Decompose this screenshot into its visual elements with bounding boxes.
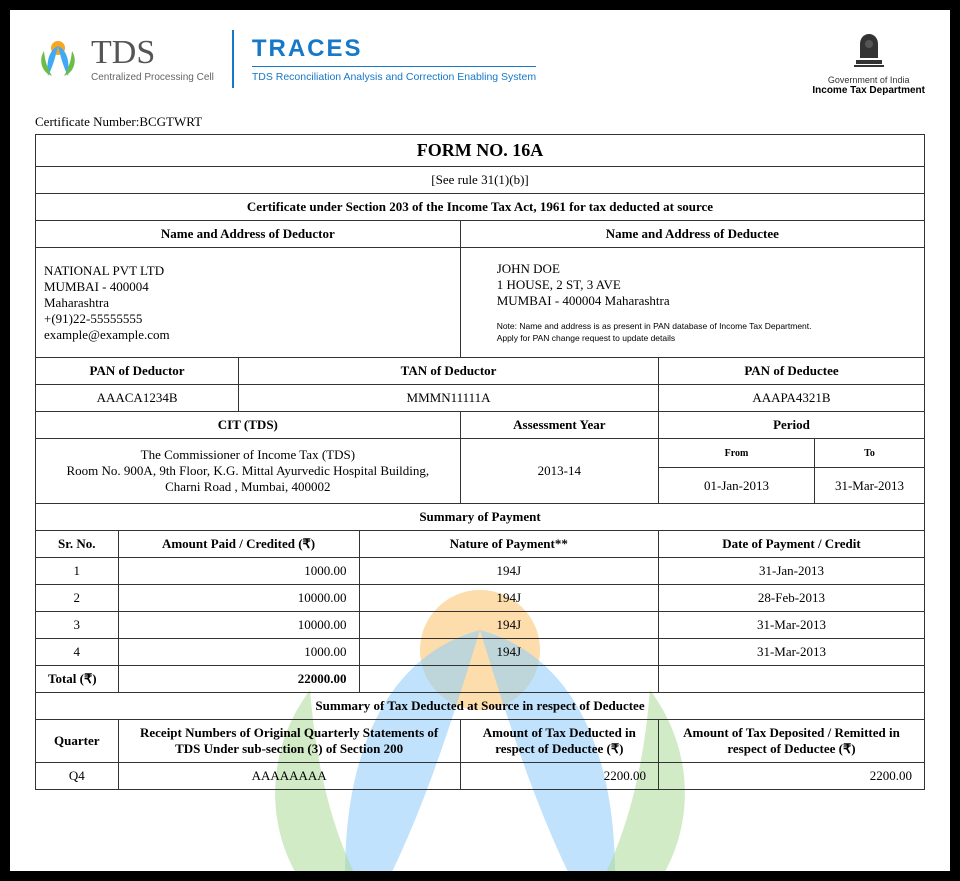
sp-header-nature: Nature of Payment** bbox=[359, 531, 658, 558]
summary-tax-title: Summary of Tax Deducted at Source in res… bbox=[36, 693, 925, 720]
st-header-deducted: Amount of Tax Deducted in respect of Ded… bbox=[460, 720, 658, 763]
period-from: 01-Jan-2013 bbox=[658, 468, 814, 504]
table-row: 1 1000.00 194J 31-Jan-2013 bbox=[36, 558, 925, 585]
gov-of-india: Government of India bbox=[812, 75, 925, 85]
form-title: FORM NO. 16A bbox=[36, 135, 925, 167]
income-tax-dept: Income Tax Department bbox=[812, 85, 925, 96]
deductee-address: JOHN DOE 1 HOUSE, 2 ST, 3 AVE MUMBAI - 4… bbox=[460, 248, 924, 358]
tds-logo-icon bbox=[35, 36, 81, 82]
table-row: Q4 AAAAAAAA 2200.00 2200.00 bbox=[36, 763, 925, 790]
sp-total-label: Total (₹) bbox=[36, 666, 119, 693]
st-header-deposited: Amount of Tax Deposited / Remitted in re… bbox=[658, 720, 924, 763]
table-row: 2 10000.00 194J 28-Feb-2013 bbox=[36, 585, 925, 612]
tds-logo: TDS Centralized Processing Cell bbox=[35, 36, 214, 83]
form-rule: [See rule 31(1)(b)] bbox=[36, 167, 925, 194]
pan-deductor: AAACA1234B bbox=[36, 385, 239, 412]
government-seal: Government of India Income Tax Departmen… bbox=[812, 30, 925, 96]
pan-deductee-header: PAN of Deductee bbox=[658, 358, 924, 385]
table-row: 3 10000.00 194J 31-Mar-2013 bbox=[36, 612, 925, 639]
sp-total-value: 22000.00 bbox=[118, 666, 359, 693]
deductee-header: Name and Address of Deductee bbox=[460, 221, 924, 248]
assessment-header: Assessment Year bbox=[460, 412, 658, 439]
period-from-header: From bbox=[658, 439, 814, 468]
pan-deductee: AAAPA4321B bbox=[658, 385, 924, 412]
table-row: 4 1000.00 194J 31-Mar-2013 bbox=[36, 639, 925, 666]
tds-title: TDS bbox=[91, 36, 214, 70]
period-to-header: To bbox=[815, 439, 925, 468]
form-subtitle: Certificate under Section 203 of the Inc… bbox=[36, 194, 925, 221]
sp-header-date: Date of Payment / Credit bbox=[658, 531, 924, 558]
sp-header-amount: Amount Paid / Credited (₹) bbox=[118, 531, 359, 558]
form-16a-table: FORM NO. 16A [See rule 31(1)(b)] Certifi… bbox=[35, 134, 925, 790]
cit-header: CIT (TDS) bbox=[36, 412, 461, 439]
period-to: 31-Mar-2013 bbox=[815, 468, 925, 504]
st-header-receipt: Receipt Numbers of Original Quarterly St… bbox=[118, 720, 460, 763]
traces-subtitle: TDS Reconciliation Analysis and Correcti… bbox=[252, 66, 536, 83]
pan-deductor-header: PAN of Deductor bbox=[36, 358, 239, 385]
emblem-icon bbox=[852, 30, 886, 70]
document-header: TDS Centralized Processing Cell TRACES T… bbox=[35, 30, 925, 96]
tan-deductor: MMMN11111A bbox=[239, 385, 659, 412]
traces-title: TRACES bbox=[252, 35, 536, 63]
period-header: Period bbox=[658, 412, 924, 439]
deductor-address: NATIONAL PVT LTD MUMBAI - 400004 Maharas… bbox=[36, 248, 461, 358]
summary-payment-title: Summary of Payment bbox=[36, 504, 925, 531]
header-divider bbox=[232, 30, 234, 88]
tds-subtitle: Centralized Processing Cell bbox=[91, 72, 214, 83]
cit-address: The Commissioner of Income Tax (TDS) Roo… bbox=[36, 439, 461, 504]
deductor-header: Name and Address of Deductor bbox=[36, 221, 461, 248]
st-header-quarter: Quarter bbox=[36, 720, 119, 763]
certificate-number: Certificate Number:BCGTWRT bbox=[35, 114, 925, 130]
sp-header-srno: Sr. No. bbox=[36, 531, 119, 558]
traces-logo: TRACES TDS Reconciliation Analysis and C… bbox=[252, 35, 536, 83]
tan-deductor-header: TAN of Deductor bbox=[239, 358, 659, 385]
assessment-year: 2013-14 bbox=[460, 439, 658, 504]
deductee-note: Note: Name and address is as present in … bbox=[497, 321, 916, 343]
